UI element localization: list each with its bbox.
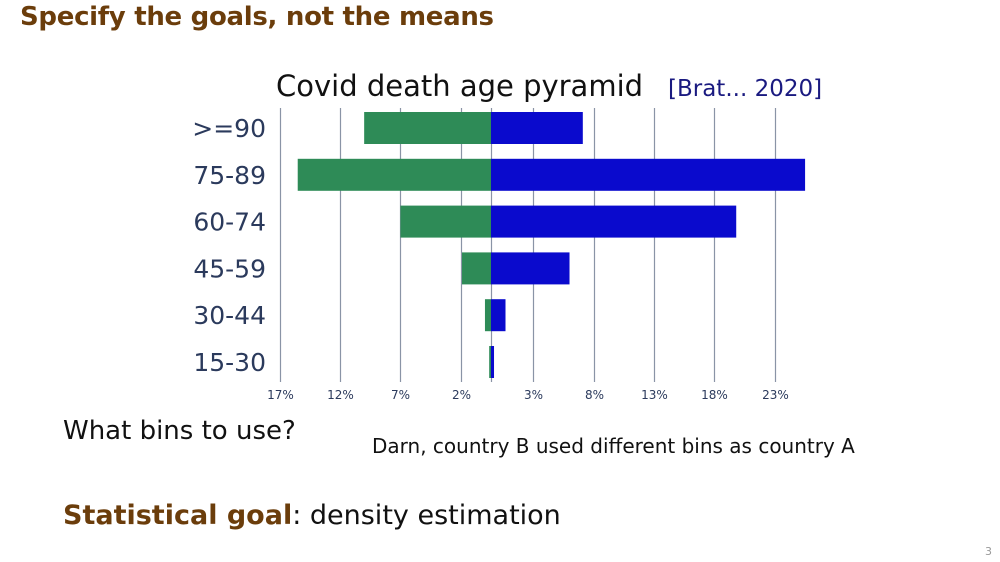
y-tick-label: 60-74	[193, 208, 266, 237]
slide-title: Specify the goals, not the means	[20, 2, 494, 32]
bar-right->=90	[491, 112, 583, 144]
statistical-goal: Statistical goal: density estimation	[63, 500, 561, 531]
x-tick-label: 7%	[391, 388, 410, 402]
y-tick-label: 75-89	[193, 161, 266, 190]
chart-title: Covid death age pyramid	[276, 69, 643, 103]
bar-right-30-44	[491, 299, 506, 332]
bar-left->=90	[364, 112, 491, 144]
age-pyramid-chart: Covid death age pyramid [Brat... 2020] >…	[192, 69, 822, 402]
bars	[297, 112, 806, 378]
bar-left-75-89	[297, 158, 491, 191]
y-tick-label: 30-44	[193, 301, 266, 330]
x-axis-ticks: 17% 12% 7% 2% 3% 8% 13% 18% 23%	[267, 388, 789, 402]
question-text: What bins to use?	[63, 416, 296, 446]
y-axis-labels: >=90 75-89 60-74 45-59 30-44 15-30	[192, 114, 266, 377]
x-tick-label: 12%	[327, 388, 354, 402]
chart-citation: [Brat... 2020]	[668, 76, 822, 102]
note-text: Darn, country B used different bins as c…	[372, 434, 855, 458]
x-tick-label: 8%	[585, 388, 604, 402]
bar-right-45-59	[491, 252, 570, 285]
bar-left-15-30	[489, 346, 491, 378]
y-tick-label: 45-59	[193, 254, 266, 283]
x-tick-label: 18%	[701, 388, 728, 402]
x-tick-label: 2%	[452, 388, 471, 402]
bar-right-15-30	[491, 346, 495, 378]
goal-text: : density estimation	[292, 500, 561, 531]
x-tick-label: 23%	[762, 388, 789, 402]
bar-left-60-74	[400, 205, 491, 238]
x-tick-label: 13%	[641, 388, 668, 402]
page-number: 3	[985, 545, 992, 558]
x-tick-label: 3%	[524, 388, 543, 402]
bar-left-45-59	[462, 252, 491, 285]
y-tick-label: 15-30	[193, 348, 266, 377]
grid-lines	[279, 108, 777, 382]
goal-label: Statistical goal	[63, 500, 293, 531]
bar-left-30-44	[484, 299, 491, 332]
y-tick-label: >=90	[192, 114, 266, 143]
bar-right-60-74	[491, 205, 737, 238]
x-tick-label: 17%	[267, 388, 294, 402]
bar-right-75-89	[491, 158, 806, 191]
